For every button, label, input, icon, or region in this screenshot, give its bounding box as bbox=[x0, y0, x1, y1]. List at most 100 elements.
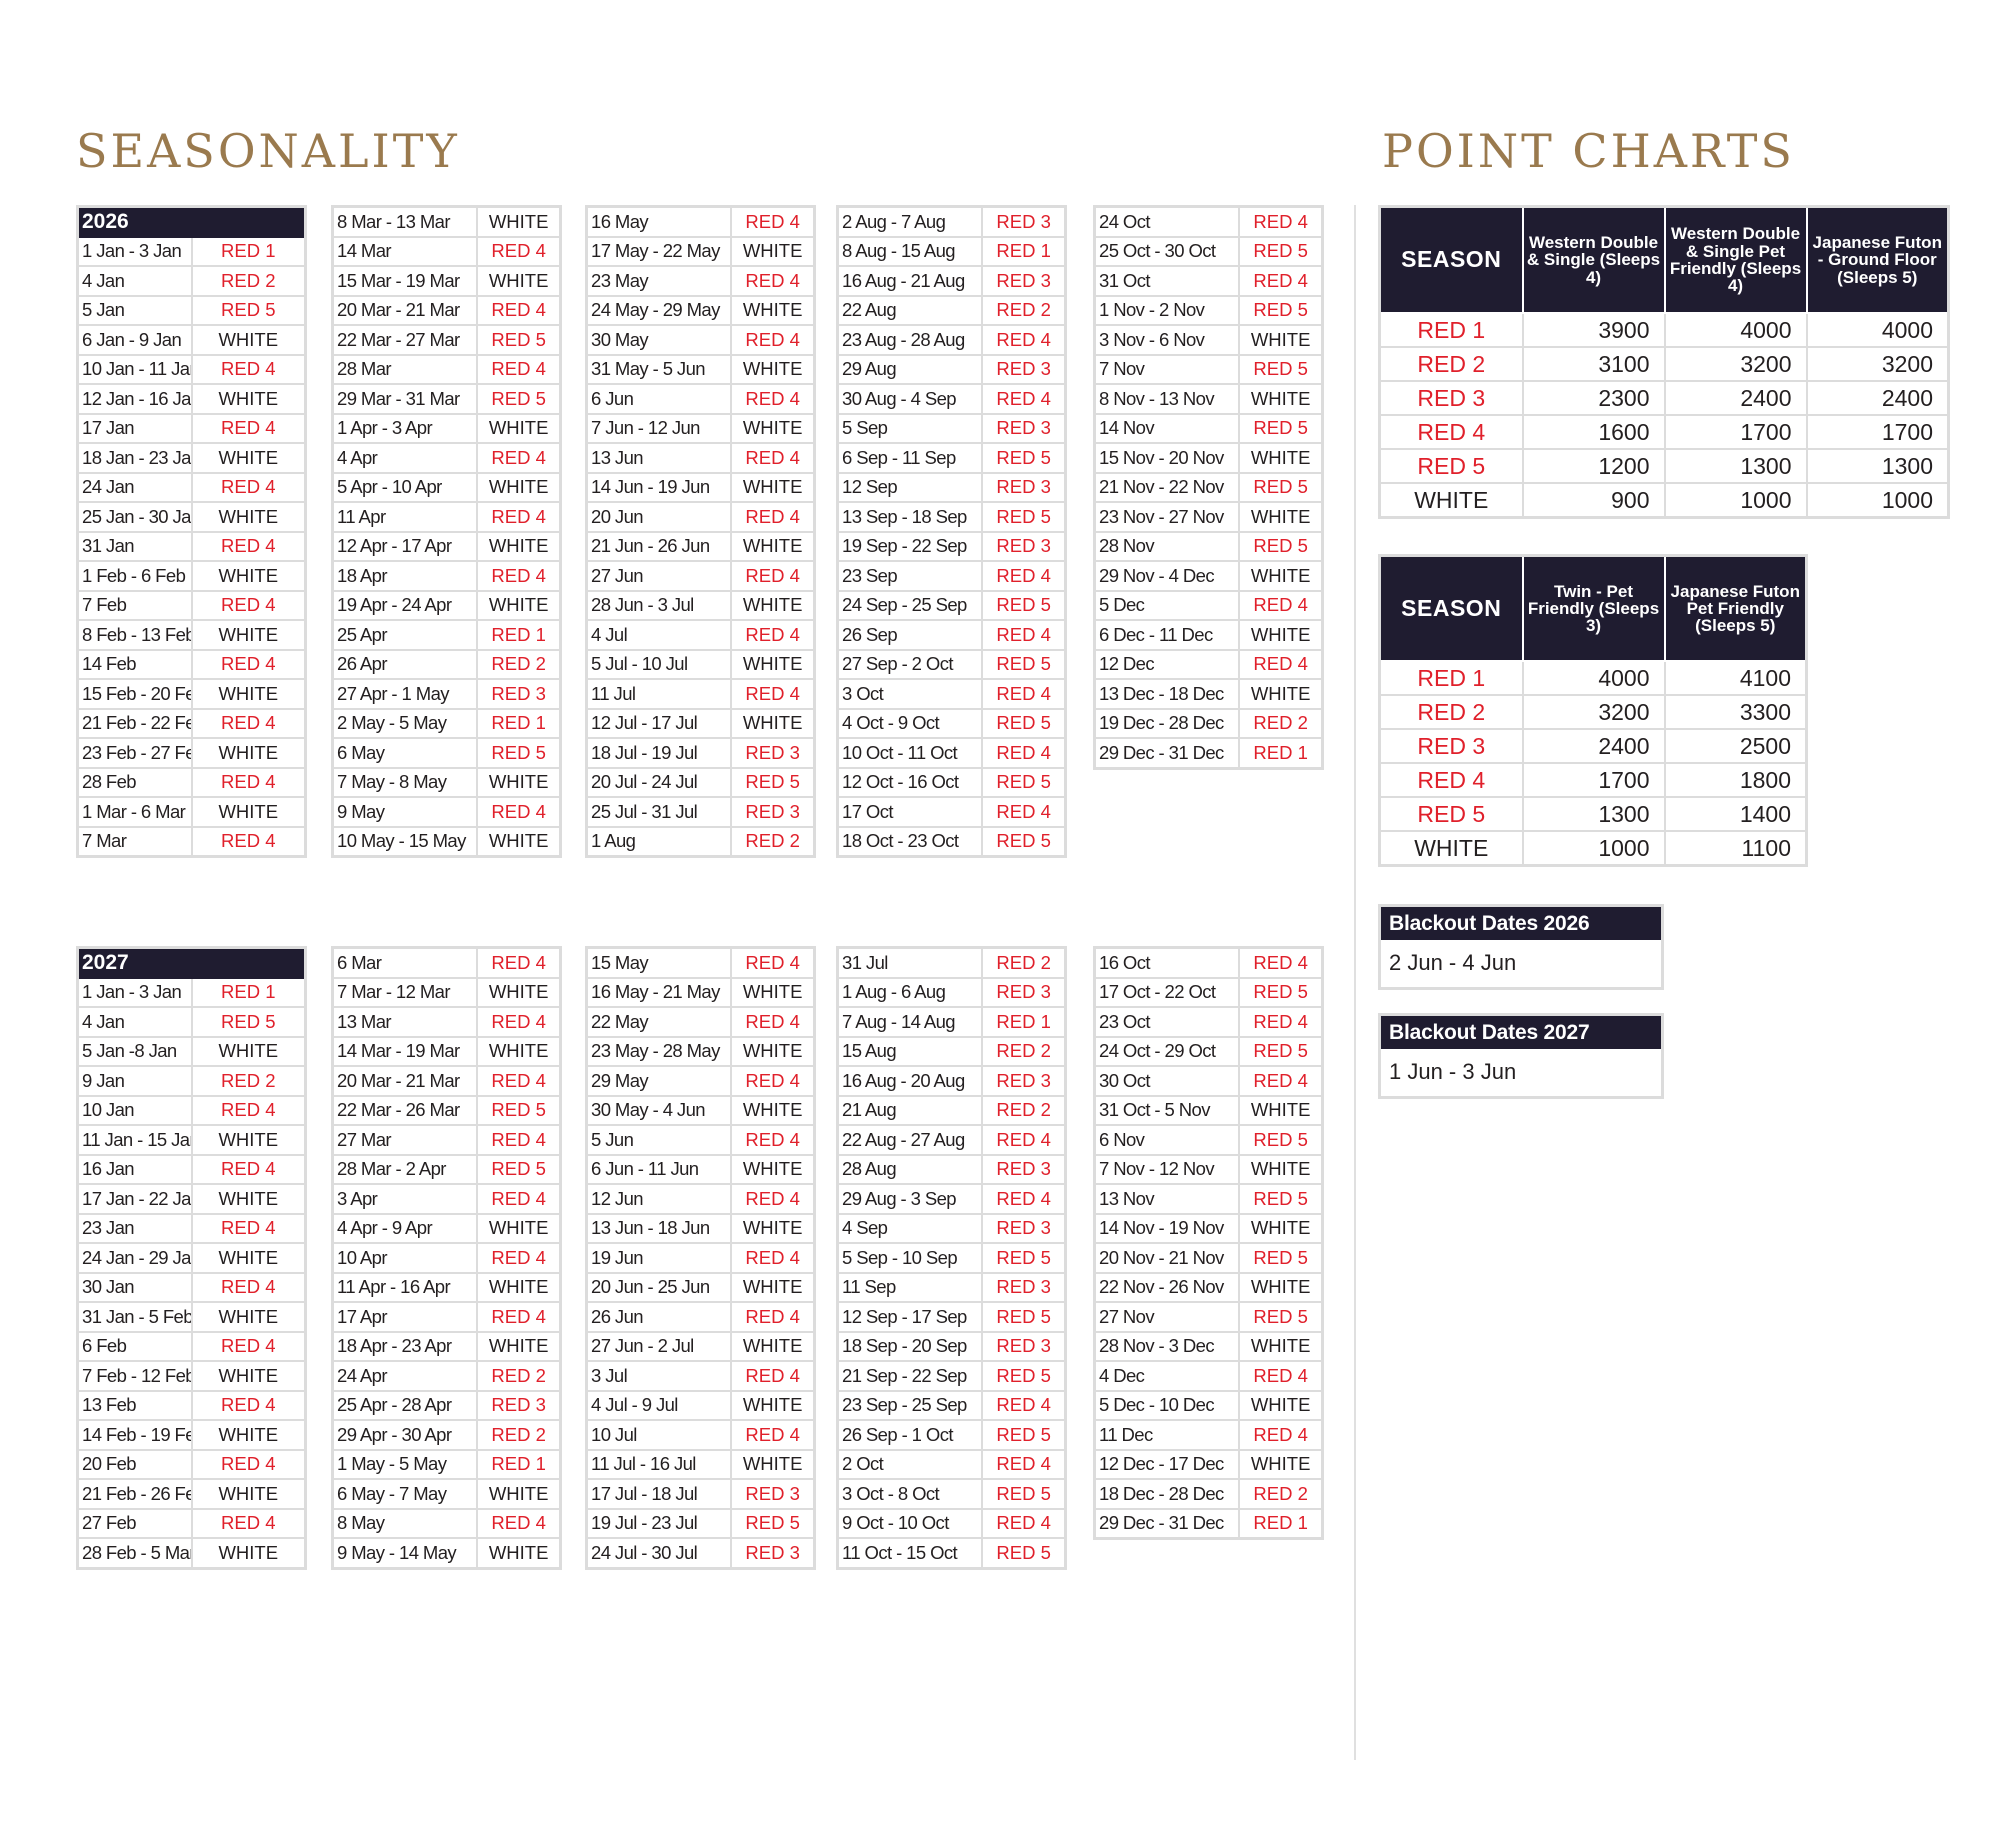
season-cell: RED 4 bbox=[476, 294, 562, 326]
blackout-2027-dates: 1 Jun - 3 Jun bbox=[1389, 1059, 1517, 1084]
season-cell: RED 5 bbox=[981, 442, 1067, 474]
season-cell: RED 4 bbox=[190, 825, 307, 858]
table-row: 9 Oct - 10 Oct RED 4 bbox=[836, 1507, 1067, 1539]
date-range-cell: 23 Sep - 25 Sep bbox=[836, 1389, 984, 1421]
date-range-cell: 29 Apr - 30 Apr bbox=[331, 1419, 479, 1451]
season-cell: RED 3 bbox=[476, 1389, 562, 1421]
season-cell: WHITE bbox=[730, 1035, 816, 1067]
table-row: 5 Dec RED 4 bbox=[1093, 589, 1324, 621]
table-row: 23 Sep RED 4 bbox=[836, 560, 1067, 592]
points-cell: 2400 bbox=[1663, 380, 1808, 416]
date-range-cell: 16 Oct bbox=[1093, 946, 1241, 979]
points-cell: 1100 bbox=[1663, 830, 1808, 867]
season-cell: RED 3 bbox=[981, 1212, 1067, 1244]
date-range-cell: 16 Aug - 21 Aug bbox=[836, 265, 984, 297]
date-range-cell: 11 Dec bbox=[1093, 1419, 1241, 1451]
table-row: 24 Jul - 30 Jul RED 3 bbox=[585, 1537, 816, 1569]
date-range-cell: 3 Oct - 8 Oct bbox=[836, 1478, 984, 1510]
season-cell: RED 5 bbox=[1238, 235, 1324, 267]
table-row: 4 Apr RED 4 bbox=[331, 442, 562, 474]
table-row: 31 May - 5 Jun WHITE bbox=[585, 353, 816, 385]
season-cell: WHITE bbox=[730, 589, 816, 621]
date-range-cell: 16 May bbox=[585, 205, 733, 238]
table-row: 31 Oct - 5 Nov WHITE bbox=[1093, 1094, 1324, 1126]
date-range-cell: 3 Nov - 6 Nov bbox=[1093, 324, 1241, 356]
season-cell: RED 4 bbox=[730, 1065, 816, 1097]
table-row: 18 Sep - 20 Sep RED 3 bbox=[836, 1330, 1067, 1362]
table-row: 10 Jul RED 4 bbox=[585, 1419, 816, 1451]
table-row: 7 Aug - 14 Aug RED 1 bbox=[836, 1006, 1067, 1038]
table-row: 24 Jan RED 4 bbox=[76, 471, 307, 503]
date-range-cell: 30 May bbox=[585, 324, 733, 356]
season-cell: RED 1 bbox=[476, 619, 562, 651]
date-range-cell: 29 Dec - 31 Dec bbox=[1093, 1507, 1241, 1540]
season-cell: WHITE bbox=[190, 1537, 307, 1569]
season-cell: RED 1 bbox=[476, 1448, 562, 1480]
points-cell: 1700 bbox=[1521, 762, 1666, 798]
season-cell: WHITE bbox=[190, 1242, 307, 1274]
date-range-cell: 11 Apr bbox=[331, 501, 479, 533]
table-row: 19 Jun RED 4 bbox=[585, 1242, 816, 1274]
date-range-cell: 14 Nov bbox=[1093, 412, 1241, 444]
date-range-cell: 8 Feb - 13 Feb bbox=[76, 619, 193, 651]
table-row: RED 5 1200 1300 1300 bbox=[1378, 448, 1950, 484]
date-range-cell: 25 Apr - 28 Apr bbox=[331, 1389, 479, 1421]
table-row: 23 May - 28 May WHITE bbox=[585, 1035, 816, 1067]
season-cell: RED 4 bbox=[981, 678, 1067, 710]
season-cell: WHITE bbox=[730, 235, 816, 267]
season-cell: WHITE bbox=[190, 678, 307, 710]
date-range-cell: 1 Aug bbox=[585, 825, 733, 858]
season-cell: RED 1 bbox=[981, 1006, 1067, 1038]
table-row: 3 Jul RED 4 bbox=[585, 1360, 816, 1392]
date-range-cell: 5 Jan -8 Jan bbox=[76, 1035, 193, 1067]
season-cell: RED 4 bbox=[730, 383, 816, 415]
table-row: 8 May RED 4 bbox=[331, 1507, 562, 1539]
table-row: 16 Jan RED 4 bbox=[76, 1153, 307, 1185]
date-range-cell: 7 Nov bbox=[1093, 353, 1241, 385]
date-range-cell: 31 May - 5 Jun bbox=[585, 353, 733, 385]
point-charts-heading: POINT CHARTS bbox=[1382, 124, 1795, 178]
season-cell: RED 4 bbox=[190, 1271, 307, 1303]
season-cell: RED 1 bbox=[1238, 737, 1324, 769]
table-row: 18 Jan - 23 Jan WHITE bbox=[76, 442, 307, 474]
season-cell: RED 5 bbox=[1238, 353, 1324, 385]
date-range-cell: 24 Apr bbox=[331, 1360, 479, 1392]
season-cell: WHITE bbox=[190, 1301, 307, 1333]
table-row: 28 Aug RED 3 bbox=[836, 1153, 1067, 1185]
season-cell: RED 5 bbox=[981, 707, 1067, 739]
date-range-cell: 6 Sep - 11 Sep bbox=[836, 442, 984, 474]
table-row: 3 Oct - 8 Oct RED 5 bbox=[836, 1478, 1067, 1510]
table-row: 6 Feb RED 4 bbox=[76, 1330, 307, 1362]
season-cell: RED 4 bbox=[981, 1448, 1067, 1480]
season-cell: RED 4 bbox=[476, 946, 562, 979]
room-type-header: Japanese Futon Pet Friendly (Sleeps 5) bbox=[1663, 554, 1808, 662]
date-range-cell: 10 May - 15 May bbox=[331, 825, 479, 858]
season-cell: WHITE bbox=[730, 1271, 816, 1303]
season-cell: RED 4 bbox=[1238, 1360, 1324, 1392]
year-label: 2026 bbox=[76, 205, 307, 238]
date-range-cell: 3 Oct bbox=[836, 678, 984, 710]
points-cell: 1800 bbox=[1663, 762, 1808, 798]
season-cell: RED 3 bbox=[981, 530, 1067, 562]
table-row: 14 Mar - 19 Mar WHITE bbox=[331, 1035, 562, 1067]
season-cell: WHITE bbox=[730, 1094, 816, 1126]
table-row: 24 Oct RED 4 bbox=[1093, 205, 1324, 238]
table-row: 19 Sep - 22 Sep RED 3 bbox=[836, 530, 1067, 562]
season-cell: RED 4 bbox=[190, 707, 307, 739]
season-cell: RED 4 bbox=[1238, 1006, 1324, 1038]
season-cell: RED 2 bbox=[981, 1035, 1067, 1067]
date-range-cell: 6 Jun bbox=[585, 383, 733, 415]
season-cell: RED 4 bbox=[1378, 414, 1524, 450]
table-row: 1 Feb - 6 Feb WHITE bbox=[76, 560, 307, 592]
table-row: 6 Jan - 9 Jan WHITE bbox=[76, 324, 307, 356]
season-cell: RED 5 bbox=[1238, 412, 1324, 444]
season-cell: WHITE bbox=[1238, 442, 1324, 474]
season-cell: RED 2 bbox=[1238, 707, 1324, 739]
table-row: 5 Dec - 10 Dec WHITE bbox=[1093, 1389, 1324, 1421]
date-range-cell: 25 Jan - 30 Jan bbox=[76, 501, 193, 533]
season-cell: RED 5 bbox=[981, 825, 1067, 858]
table-row: 1 Mar - 6 Mar WHITE bbox=[76, 796, 307, 828]
season-cell: WHITE bbox=[476, 976, 562, 1008]
